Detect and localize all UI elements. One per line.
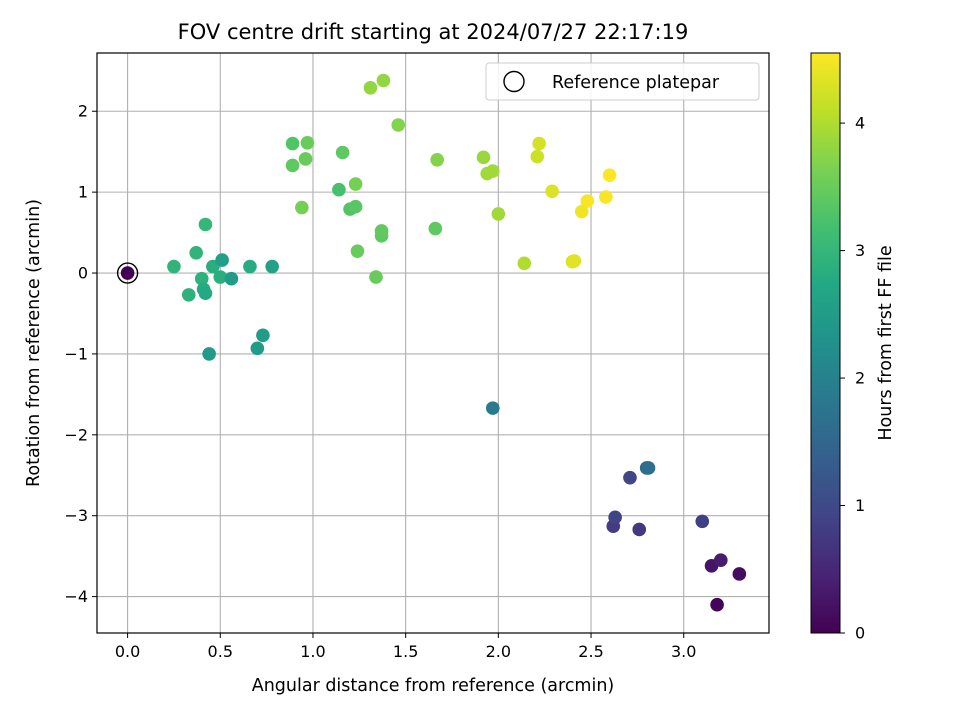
data-point <box>295 200 309 215</box>
data-point <box>250 341 265 356</box>
y-tick-label: 2 <box>78 102 88 121</box>
data-point <box>298 152 313 166</box>
colorbar-tick-label: 3 <box>855 241 865 260</box>
y-tick-label: −4 <box>64 587 88 606</box>
data-point <box>348 177 363 191</box>
data-point <box>335 145 350 160</box>
colorbar-tick-label: 0 <box>855 624 865 643</box>
data-point <box>285 136 300 151</box>
data-point <box>391 118 406 132</box>
y-axis-ticks: −4 −3 −2 −1 0 1 2 <box>64 102 97 606</box>
data-point <box>374 224 389 238</box>
x-tick-label: 0.5 <box>208 642 233 661</box>
data-point <box>574 204 589 219</box>
data-point <box>485 401 500 415</box>
legend-reference-marker <box>503 70 525 93</box>
data-point <box>632 522 647 537</box>
data-point <box>641 461 656 475</box>
data-point <box>695 514 710 529</box>
data-point <box>714 553 728 567</box>
x-axis-ticks: 0.0 0.5 1.0 1.5 2.0 2.5 3.0 <box>115 633 696 661</box>
data-point <box>213 270 228 284</box>
data-points <box>120 73 747 612</box>
x-tick-label: 1.0 <box>300 642 325 661</box>
data-point <box>243 259 257 274</box>
data-point <box>602 168 617 182</box>
data-point <box>285 158 300 173</box>
y-tick-label: −3 <box>64 506 88 525</box>
x-axis-label: Angular distance from reference (arcmin) <box>252 676 615 696</box>
data-point <box>567 254 582 268</box>
x-tick-label: 2.5 <box>578 642 603 661</box>
data-point <box>189 246 203 260</box>
data-point <box>120 266 135 280</box>
colorbar-tick-label: 4 <box>855 114 865 133</box>
grid-lines <box>97 53 769 633</box>
data-point <box>265 259 279 274</box>
data-point <box>428 221 443 236</box>
data-point <box>580 194 595 208</box>
data-point <box>348 199 363 214</box>
data-point <box>215 253 229 267</box>
data-point <box>485 164 500 178</box>
data-point <box>363 80 378 95</box>
data-point <box>376 73 391 88</box>
data-point <box>732 567 747 581</box>
x-tick-label: 0.0 <box>115 642 140 661</box>
data-point <box>256 328 270 343</box>
legend-box <box>485 62 760 101</box>
y-tick-label: 0 <box>78 264 88 283</box>
plot-area-frame <box>96 52 770 634</box>
data-point <box>517 256 532 271</box>
data-point <box>608 510 622 525</box>
data-point <box>545 184 559 199</box>
data-point <box>491 207 506 221</box>
data-point <box>710 597 724 612</box>
data-point <box>369 270 383 284</box>
legend-entry: Reference platepar <box>552 73 720 93</box>
colorbar <box>810 52 841 634</box>
data-point <box>623 470 637 485</box>
data-point <box>194 271 209 286</box>
data-point <box>224 271 239 286</box>
y-axis-label: Rotation from reference (arcmin) <box>24 199 44 487</box>
reference-marker <box>116 262 139 284</box>
x-tick-label: 2.0 <box>486 642 511 661</box>
data-point <box>198 286 213 301</box>
data-point <box>599 190 613 204</box>
colorbar-tick-label: 2 <box>855 369 865 388</box>
data-point <box>332 182 346 197</box>
y-tick-label: 1 <box>78 183 88 202</box>
colorbar-label: Hours from first FF file <box>876 245 896 440</box>
reference-point-marker <box>116 262 139 284</box>
legend: Reference platepar <box>485 62 760 101</box>
data-point <box>530 149 545 164</box>
colorbar-tick-label: 1 <box>855 496 865 515</box>
data-point <box>300 135 315 150</box>
data-point <box>350 244 365 258</box>
data-point <box>198 217 213 232</box>
chart-title: FOV centre drift starting at 2024/07/27 … <box>178 20 689 44</box>
colorbar-ticks: 0 1 2 3 4 <box>840 114 865 643</box>
data-point <box>167 259 181 274</box>
data-point <box>430 152 444 167</box>
data-point <box>202 347 216 361</box>
x-tick-label: 1.5 <box>393 642 418 661</box>
data-point <box>476 150 491 165</box>
data-point <box>532 136 546 151</box>
y-tick-label: −1 <box>64 344 88 363</box>
x-tick-label: 3.0 <box>671 642 696 661</box>
y-tick-label: −2 <box>64 425 88 444</box>
data-point <box>181 288 196 302</box>
